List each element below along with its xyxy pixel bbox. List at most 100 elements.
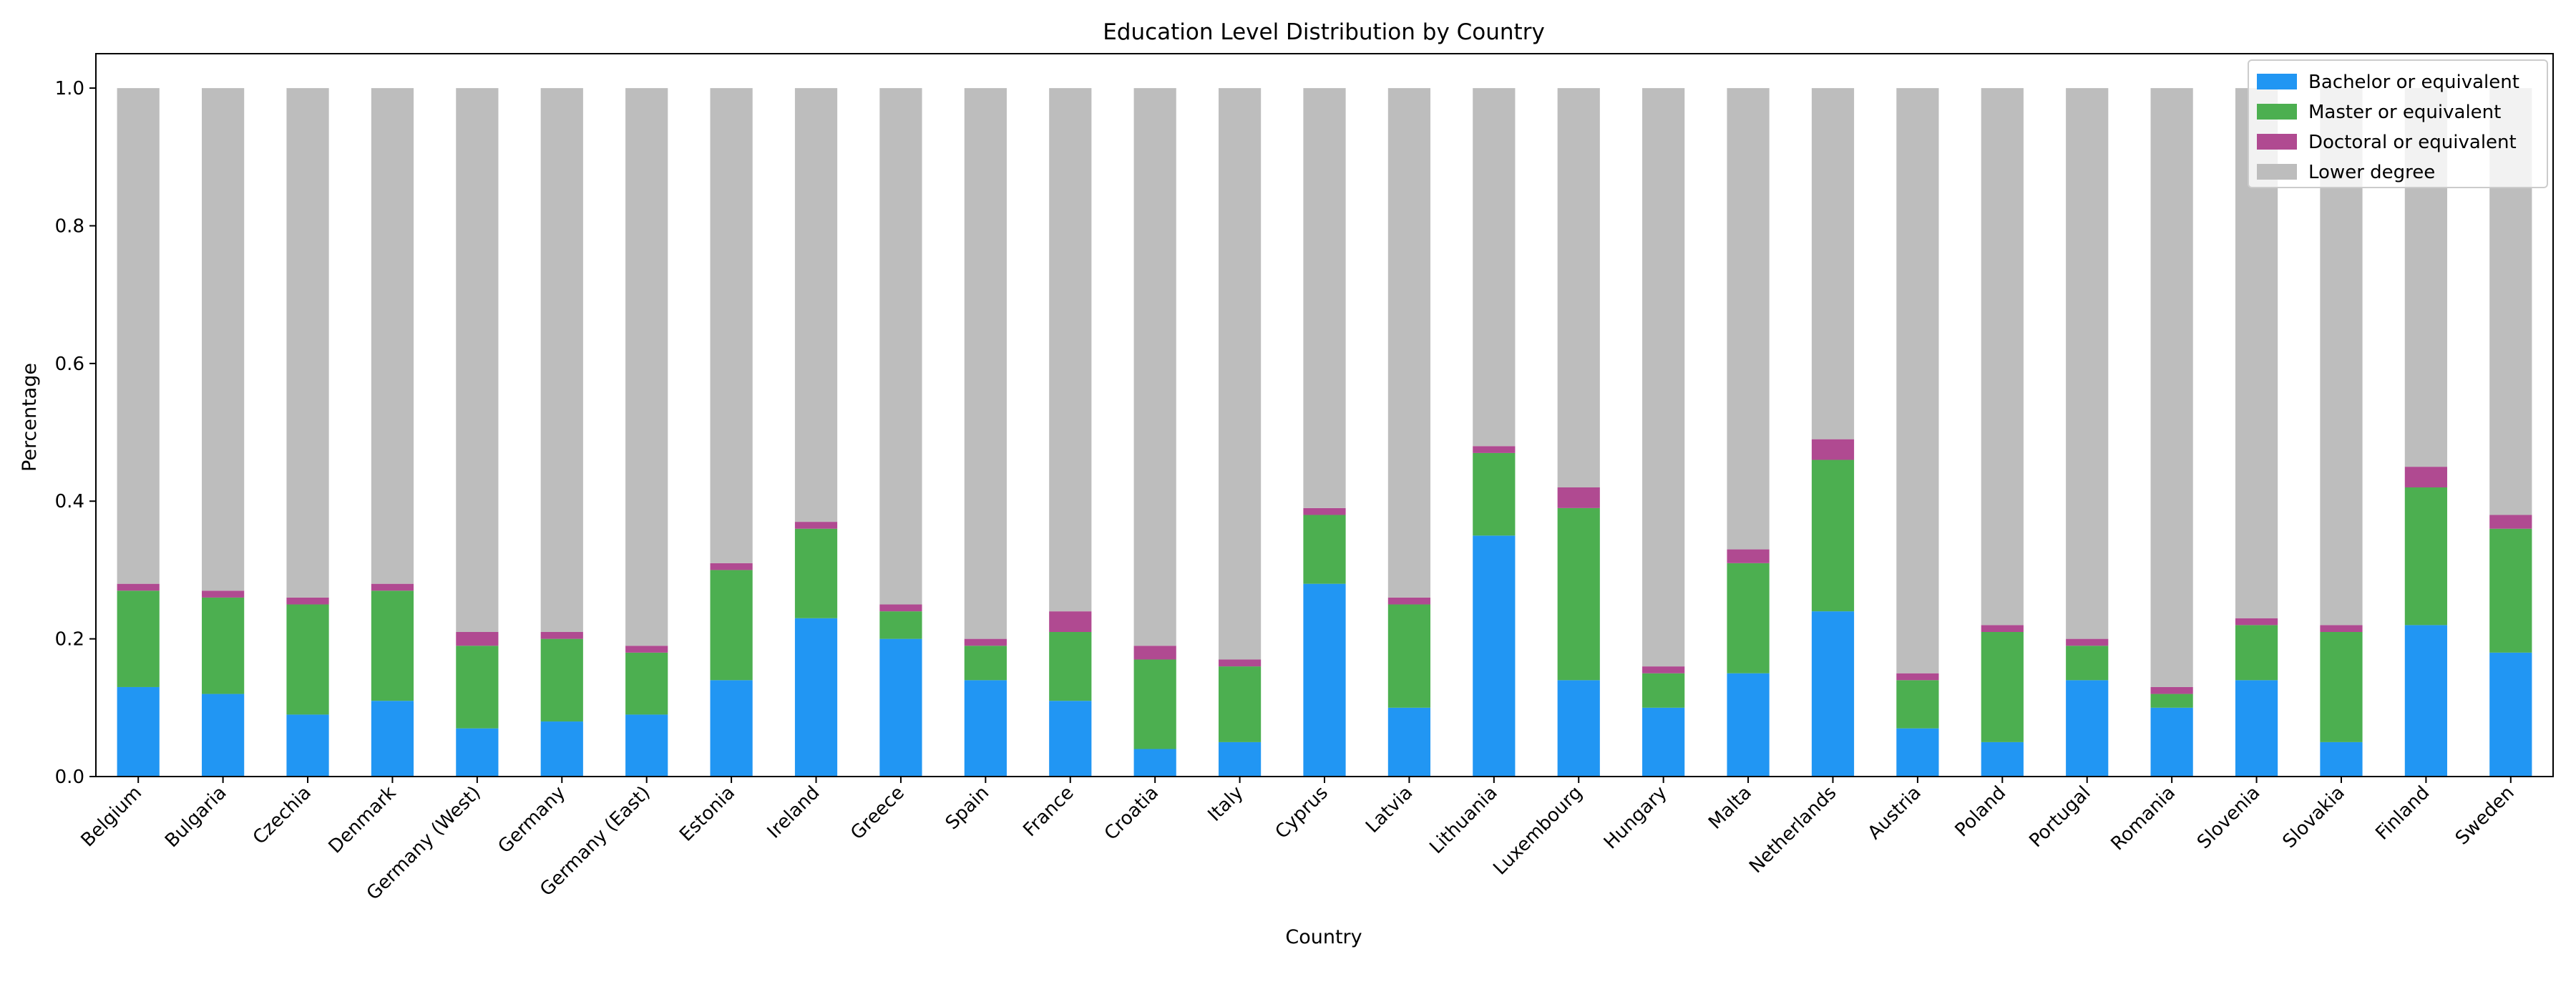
bar-segment-master — [1387, 604, 1431, 708]
bar-segment-bachelor — [1981, 741, 2024, 777]
chart-title: Education Level Distribution by Country — [1103, 19, 1545, 45]
bar-segment-master — [540, 638, 583, 722]
bar-segment-doctoral — [2489, 515, 2532, 529]
bar-segment-master — [1473, 452, 1516, 536]
bar-segment-doctoral — [2235, 618, 2278, 626]
bar-segment-bachelor — [710, 680, 753, 777]
bar-segment-doctoral — [1727, 549, 1770, 563]
bar-segment-master — [1727, 563, 1770, 673]
bar-segment-doctoral — [371, 583, 414, 591]
bar-segment-bachelor — [117, 686, 160, 777]
bar-segment-lower — [794, 88, 838, 522]
bar-segment-master — [2235, 625, 2278, 681]
bar-segment-bachelor — [286, 714, 329, 777]
bar-segment-bachelor — [2320, 741, 2363, 777]
bar-segment-master — [1557, 507, 1600, 681]
bar-segment-lower — [879, 88, 922, 605]
bar-segment-lower — [710, 88, 753, 563]
bar-segment-doctoral — [2404, 467, 2447, 487]
bar-segment-bachelor — [2489, 652, 2532, 777]
bar-segment-bachelor — [1303, 583, 1346, 777]
legend-label-lower: Lower degree — [2308, 162, 2435, 183]
bar-segment-lower — [1303, 88, 1346, 508]
legend-label-doctoral: Doctoral or equivalent — [2308, 132, 2517, 153]
bar-segment-bachelor — [879, 638, 922, 777]
bar-segment-lower — [456, 88, 499, 633]
bar-segment-doctoral — [1642, 666, 1685, 673]
y-tick-label: 0.0 — [55, 767, 84, 788]
bar-segment-bachelor — [964, 680, 1007, 777]
bar-segment-bachelor — [2066, 680, 2109, 777]
bar-segment-lower — [625, 88, 668, 646]
bar-segment-master — [2404, 487, 2447, 626]
y-tick-label: 0.6 — [55, 354, 84, 375]
bar-segment-doctoral — [1133, 646, 1176, 660]
bar-segment-master — [625, 652, 668, 715]
legend-swatch-doctoral — [2257, 134, 2297, 150]
bar-segment-lower — [2066, 88, 2109, 639]
x-axis-label: Country — [1285, 926, 1362, 948]
bar-segment-doctoral — [1896, 673, 1939, 681]
bar-segment-doctoral — [2150, 686, 2193, 694]
legend-label-bachelor: Bachelor or equivalent — [2308, 72, 2519, 93]
bar-segment-bachelor — [1473, 535, 1516, 777]
bar-segment-bachelor — [1727, 673, 1770, 777]
bar-segment-lower — [286, 88, 329, 598]
y-tick-label: 1.0 — [55, 78, 84, 99]
bar-segment-master — [1981, 632, 2024, 742]
bar-segment-master — [2150, 694, 2193, 708]
bar-segment-lower — [1218, 88, 1262, 660]
bar-segment-bachelor — [1896, 728, 1939, 777]
y-axis: 0.0 0.2 0.4 0.6 0.8 1.0 — [55, 78, 96, 788]
bar-segment-master — [1896, 680, 1939, 729]
bar-segment-doctoral — [625, 646, 668, 653]
bar-segment-bachelor — [2235, 680, 2278, 777]
bar-segment-master — [710, 570, 753, 681]
bar-segment-master — [456, 646, 499, 729]
bars-layer — [117, 88, 2532, 777]
bar-segment-master — [1642, 673, 1685, 708]
legend: Bachelor or equivalent Master or equivale… — [2248, 59, 2548, 188]
legend-swatch-lower — [2257, 164, 2297, 180]
bar-segment-doctoral — [1049, 611, 1092, 632]
bar-segment-master — [879, 611, 922, 639]
bar-segment-lower — [202, 88, 245, 591]
bar-segment-doctoral — [456, 632, 499, 646]
bar-segment-bachelor — [202, 694, 245, 777]
bar-segment-bachelor — [1218, 741, 1262, 777]
bar-segment-lower — [1387, 88, 1431, 598]
bar-segment-bachelor — [1642, 707, 1685, 777]
bar-segment-doctoral — [879, 604, 922, 612]
y-tick-label: 0.4 — [55, 491, 84, 512]
plot-area-frame — [95, 53, 2554, 777]
bar-segment-doctoral — [286, 597, 329, 605]
bar-segment-master — [1133, 659, 1176, 749]
bar-segment-master — [202, 597, 245, 694]
bar-segment-lower — [1981, 88, 2024, 626]
bar-segment-master — [1811, 459, 1855, 612]
bar-segment-master — [2489, 528, 2532, 653]
bar-segment-bachelor — [794, 618, 838, 777]
bar-segment-master — [2320, 632, 2363, 742]
bar-segment-lower — [1642, 88, 1685, 667]
bar-segment-doctoral — [1303, 507, 1346, 515]
bar-segment-doctoral — [794, 522, 838, 529]
bar-segment-doctoral — [540, 632, 583, 639]
bar-segment-lower — [1557, 88, 1600, 488]
bar-segment-doctoral — [2066, 638, 2109, 646]
bar-segment-bachelor — [1811, 611, 1855, 777]
bar-segment-bachelor — [2404, 625, 2447, 777]
bar-segment-lower — [117, 88, 160, 584]
legend-swatch-bachelor — [2257, 74, 2297, 89]
bar-segment-master — [2066, 646, 2109, 681]
y-tick-label: 0.2 — [55, 629, 84, 651]
bar-segment-bachelor — [1049, 701, 1092, 777]
bar-segment-lower — [1049, 88, 1092, 612]
bar-segment-bachelor — [1133, 749, 1176, 777]
bar-segment-doctoral — [1981, 625, 2024, 632]
bar-segment-doctoral — [1218, 659, 1262, 667]
legend-box — [2248, 59, 2548, 188]
bar-segment-master — [794, 528, 838, 618]
bar-segment-lower — [1896, 88, 1939, 673]
